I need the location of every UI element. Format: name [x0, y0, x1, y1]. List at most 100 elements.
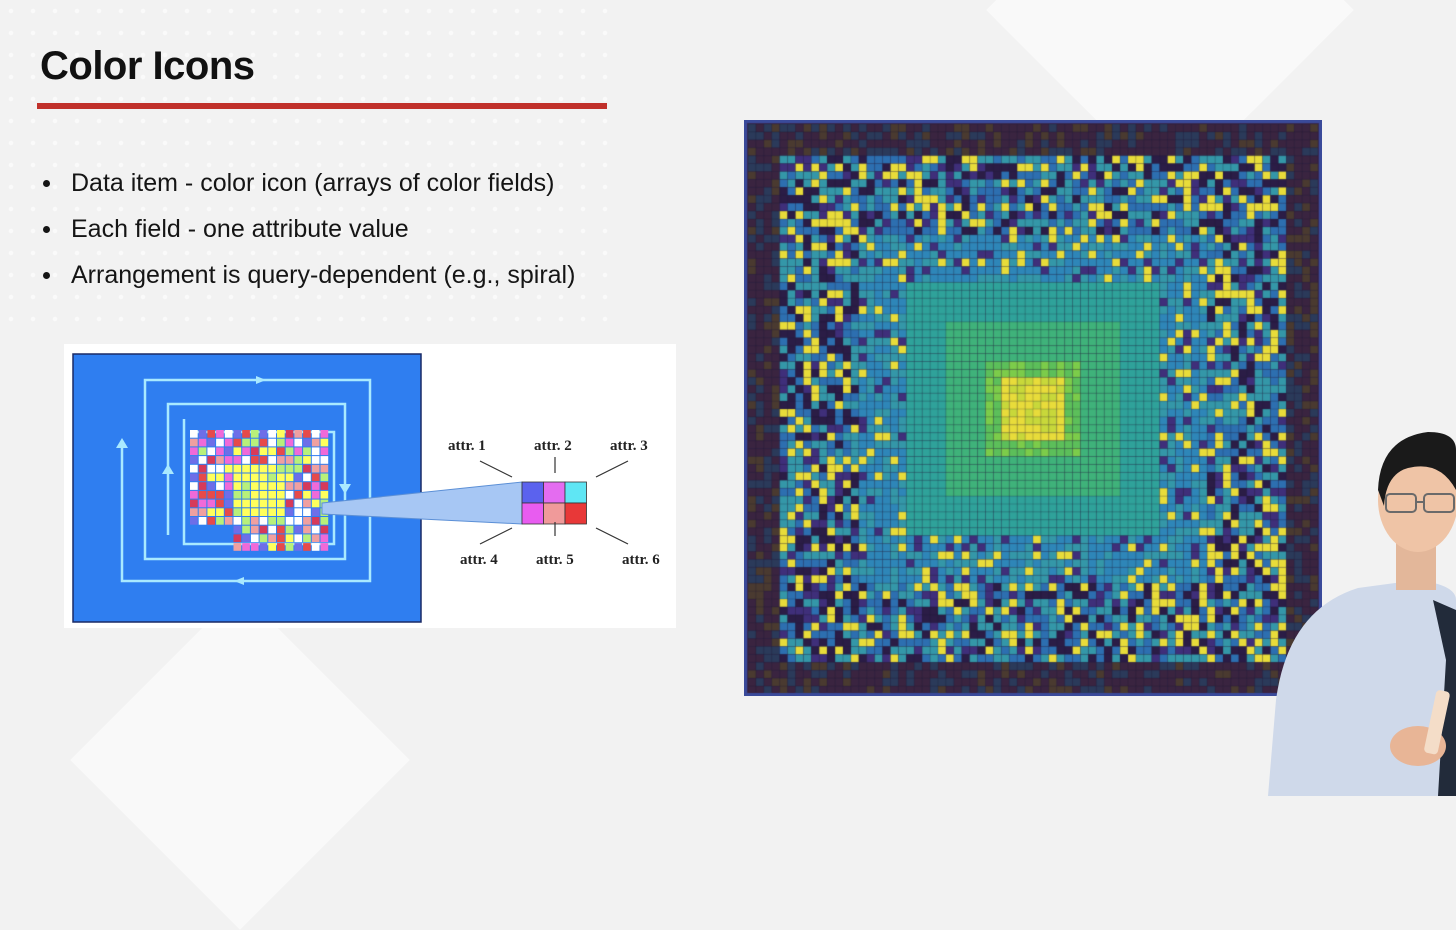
icon-grid-cell [250, 482, 259, 490]
icon-grid-cell [294, 525, 303, 534]
icon-grid-cell [198, 517, 207, 525]
icon-grid-cell [294, 490, 303, 499]
icon-grid-cell [294, 517, 303, 525]
icon-grid-cell [242, 508, 250, 516]
icon-grid-cell [216, 447, 224, 456]
icon-grid-cell [259, 464, 268, 473]
icon-grid-cell [311, 482, 320, 490]
color-icon-visualization [744, 120, 1322, 696]
zoomed-color-icon [521, 481, 587, 525]
icon-grid-cell [320, 447, 329, 456]
icon-grid-cell [259, 430, 268, 438]
icon-grid-cell [311, 447, 320, 456]
icon-grid-cell [190, 508, 198, 516]
icon-grid-cell [285, 482, 294, 490]
icon-grid-cell [268, 508, 276, 516]
icon-grid-cell [268, 464, 276, 473]
icon-grid-cell [320, 490, 329, 499]
bullet-dot-icon [43, 226, 50, 233]
bullet-item: Data item - color icon (arrays of color … [40, 164, 575, 210]
icon-grid-cell [233, 508, 242, 516]
icon-grid-cell [198, 490, 207, 499]
icon-grid-cell [285, 534, 294, 543]
icon-grid-cell [259, 490, 268, 499]
icon-grid-cell [250, 473, 259, 482]
icon-grid-cell [320, 534, 329, 543]
icon-grid-cell [250, 525, 259, 534]
icon-grid-cell [224, 517, 233, 525]
attr-field-4 [521, 502, 544, 525]
attr-field-3 [564, 481, 587, 504]
icon-grid-cell [277, 482, 285, 490]
attr-field-2 [543, 481, 566, 504]
icon-grid-cell [285, 456, 294, 464]
icon-grid-cell [250, 447, 259, 456]
icon-grid-cell [198, 464, 207, 473]
icon-grid-cell [294, 438, 303, 447]
icon-grid-cell [311, 499, 320, 508]
icon-grid-cell [198, 456, 207, 464]
icon-grid-cell [242, 534, 250, 543]
icon-grid-cell [320, 438, 329, 447]
icon-grid-cell [242, 525, 250, 534]
icon-grid-cell [242, 490, 250, 499]
icon-grid-cell [277, 447, 285, 456]
icon-grid-cell [233, 490, 242, 499]
icon-grid-cell [207, 490, 216, 499]
slide-title: Color Icons [40, 44, 255, 88]
icon-grid-cell [285, 508, 294, 516]
icon-grid-cell [268, 525, 276, 534]
presenter-hair [1378, 432, 1456, 506]
icon-grid-cell [250, 456, 259, 464]
icon-grid-cell [224, 456, 233, 464]
icon-grid-cell [259, 482, 268, 490]
icon-grid-cell [277, 464, 285, 473]
icon-grid-cell [311, 508, 320, 516]
presenter-glasses [1385, 493, 1455, 513]
icon-grid-cell [190, 499, 198, 508]
icon-grid-cell [242, 464, 250, 473]
icon-grid-cell [303, 534, 311, 543]
icon-grid-cell [259, 447, 268, 456]
icon-grid-cell [224, 438, 233, 447]
bullet-item: Each field - one attribute value [40, 210, 575, 256]
icon-grid-cell [198, 430, 207, 438]
icon-grid-cell [277, 543, 285, 551]
icon-grid-cell [277, 490, 285, 499]
icon-grid-cell [277, 525, 285, 534]
icon-grid-cell [259, 456, 268, 464]
icon-grid-cell [268, 456, 276, 464]
attr-leader-lines [479, 457, 629, 545]
icon-grid-cell [311, 543, 320, 551]
icon-grid-cell [207, 438, 216, 447]
background-dot-pattern [0, 0, 620, 330]
icon-grid-cell [294, 473, 303, 482]
icon-grid-cell [216, 430, 224, 438]
icon-grid-cell [259, 525, 268, 534]
icon-grid-cell [311, 430, 320, 438]
icon-grid-cell [233, 525, 242, 534]
icon-grid-cell [294, 456, 303, 464]
icon-grid-cell [233, 438, 242, 447]
icon-grid [190, 430, 329, 551]
icon-grid-cell [294, 508, 303, 516]
icon-grid-cell [233, 499, 242, 508]
icon-grid-cell [303, 482, 311, 490]
icon-grid-cell [303, 473, 311, 482]
icon-grid-cell [320, 473, 329, 482]
icon-grid-cell [268, 482, 276, 490]
icon-grid-cell [268, 490, 276, 499]
attr-label-4: attr. 4 [460, 552, 498, 568]
icon-grid-cell [250, 508, 259, 516]
icon-grid-cell [303, 525, 311, 534]
icon-grid-cell [242, 456, 250, 464]
icon-grid-cell [216, 473, 224, 482]
icon-grid-cell [320, 525, 329, 534]
icon-grid-cell [233, 464, 242, 473]
icon-grid-cell [242, 499, 250, 508]
bullet-item: Arrangement is query-dependent (e.g., sp… [40, 256, 575, 302]
icon-grid-cell [303, 490, 311, 499]
icon-grid-cell [190, 464, 198, 473]
icon-grid-cell [259, 499, 268, 508]
icon-grid-cell [311, 464, 320, 473]
